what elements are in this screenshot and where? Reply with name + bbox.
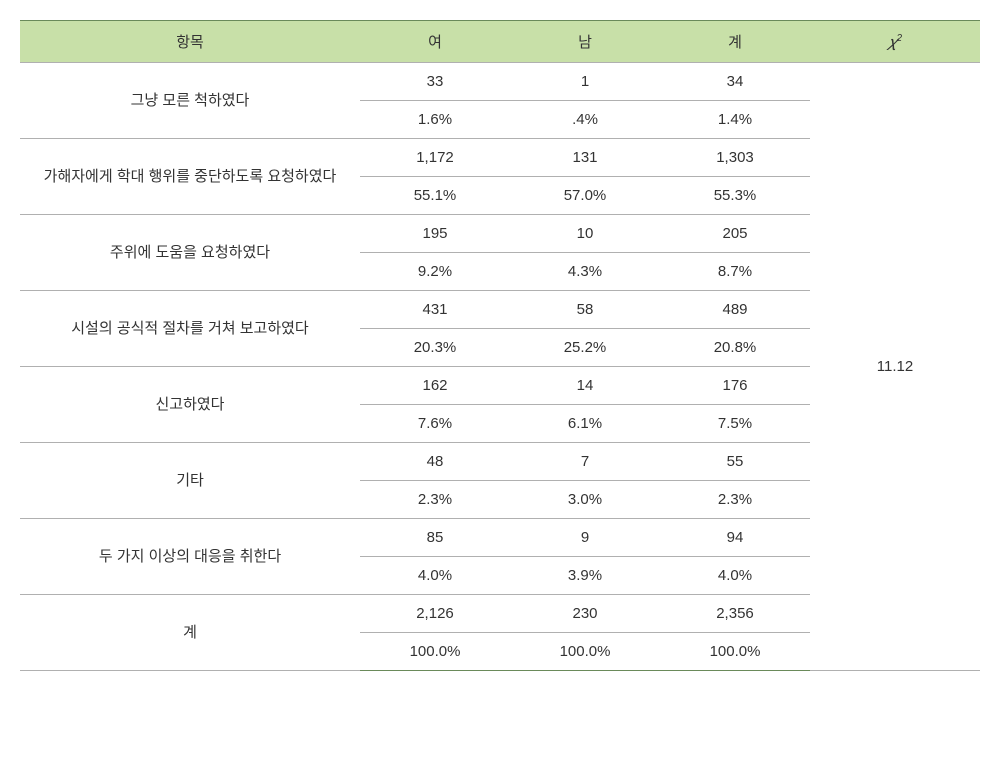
table-row: 그냥 모른 척하였다 33 1 34 11.12 — [20, 63, 980, 101]
row-label: 주위에 도움을 요청하였다 — [20, 215, 360, 291]
cell-female-pct: 100.0% — [360, 633, 510, 671]
cell-female-count: 431 — [360, 291, 510, 329]
cell-female-pct: 55.1% — [360, 177, 510, 215]
cell-total-pct: 4.0% — [660, 557, 810, 595]
survey-table: 항목 여 남 계 𝜒2 그냥 모른 척하였다 33 1 34 11.12 1.6… — [20, 20, 980, 671]
cell-total-count: 94 — [660, 519, 810, 557]
cell-female-count: 1,172 — [360, 139, 510, 177]
row-label: 기타 — [20, 443, 360, 519]
cell-female-count: 48 — [360, 443, 510, 481]
cell-male-count: 1 — [510, 63, 660, 101]
cell-male-count: 10 — [510, 215, 660, 253]
row-label: 계 — [20, 595, 360, 671]
cell-total-count: 489 — [660, 291, 810, 329]
cell-female-count: 33 — [360, 63, 510, 101]
cell-female-pct: 7.6% — [360, 405, 510, 443]
col-item: 항목 — [20, 21, 360, 63]
cell-total-pct: 1.4% — [660, 101, 810, 139]
row-label: 신고하였다 — [20, 367, 360, 443]
cell-total-count: 205 — [660, 215, 810, 253]
cell-male-pct: 4.3% — [510, 253, 660, 291]
cell-female-count: 195 — [360, 215, 510, 253]
cell-male-count: 131 — [510, 139, 660, 177]
cell-total-count: 34 — [660, 63, 810, 101]
row-label: 두 가지 이상의 대응을 취한다 — [20, 519, 360, 595]
col-chi2: 𝜒2 — [810, 21, 980, 63]
row-label: 시설의 공식적 절차를 거쳐 보고하였다 — [20, 291, 360, 367]
cell-female-count: 2,126 — [360, 595, 510, 633]
cell-male-count: 7 — [510, 443, 660, 481]
cell-total-pct: 7.5% — [660, 405, 810, 443]
header-row: 항목 여 남 계 𝜒2 — [20, 21, 980, 63]
cell-female-pct: 4.0% — [360, 557, 510, 595]
cell-male-count: 9 — [510, 519, 660, 557]
cell-male-count: 14 — [510, 367, 660, 405]
cell-male-pct: 25.2% — [510, 329, 660, 367]
cell-male-pct: .4% — [510, 101, 660, 139]
cell-female-pct: 20.3% — [360, 329, 510, 367]
cell-total-pct: 20.8% — [660, 329, 810, 367]
col-female: 여 — [360, 21, 510, 63]
cell-total-pct: 8.7% — [660, 253, 810, 291]
cell-female-pct: 9.2% — [360, 253, 510, 291]
row-label: 그냥 모른 척하였다 — [20, 63, 360, 139]
cell-female-count: 162 — [360, 367, 510, 405]
cell-total-pct: 2.3% — [660, 481, 810, 519]
cell-male-pct: 57.0% — [510, 177, 660, 215]
cell-male-pct: 3.9% — [510, 557, 660, 595]
cell-total-count: 2,356 — [660, 595, 810, 633]
row-label: 가해자에게 학대 행위를 중단하도록 요청하였다 — [20, 139, 360, 215]
cell-male-pct: 100.0% — [510, 633, 660, 671]
cell-male-count: 230 — [510, 595, 660, 633]
cell-total-pct: 55.3% — [660, 177, 810, 215]
cell-total-count: 55 — [660, 443, 810, 481]
table-body: 그냥 모른 척하였다 33 1 34 11.12 1.6% .4% 1.4% 가… — [20, 63, 980, 671]
col-male: 남 — [510, 21, 660, 63]
chi2-value-cell: 11.12 — [810, 63, 980, 671]
cell-total-count: 176 — [660, 367, 810, 405]
cell-male-pct: 3.0% — [510, 481, 660, 519]
chi-symbol: 𝜒2 — [888, 34, 902, 51]
cell-total-pct: 100.0% — [660, 633, 810, 671]
cell-female-pct: 2.3% — [360, 481, 510, 519]
cell-male-count: 58 — [510, 291, 660, 329]
col-total: 계 — [660, 21, 810, 63]
cell-total-count: 1,303 — [660, 139, 810, 177]
cell-male-pct: 6.1% — [510, 405, 660, 443]
cell-female-count: 85 — [360, 519, 510, 557]
cell-female-pct: 1.6% — [360, 101, 510, 139]
